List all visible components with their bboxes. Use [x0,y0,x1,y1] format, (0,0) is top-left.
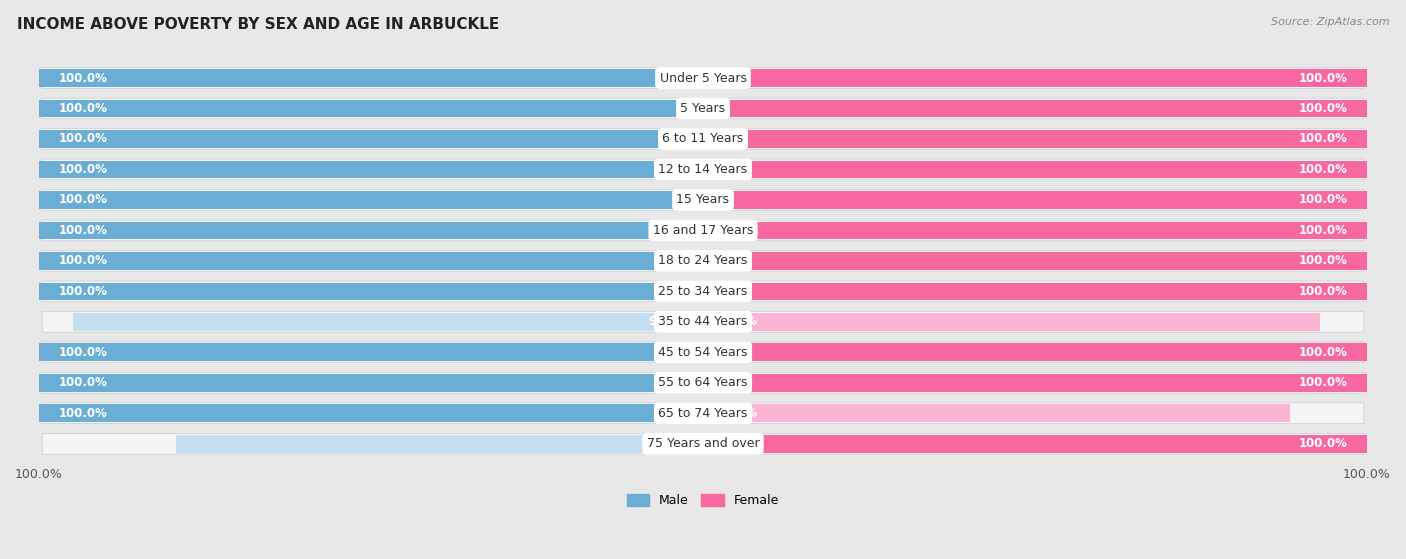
Text: 100.0%: 100.0% [59,132,108,145]
Text: 75 Years and over: 75 Years and over [647,437,759,450]
Text: 12 to 14 Years: 12 to 14 Years [658,163,748,176]
Bar [39,100,703,117]
Text: 100.0%: 100.0% [1298,254,1347,267]
Text: INCOME ABOVE POVERTY BY SEX AND AGE IN ARBUCKLE: INCOME ABOVE POVERTY BY SEX AND AGE IN A… [17,17,499,32]
Text: Source: ZipAtlas.com: Source: ZipAtlas.com [1271,17,1389,27]
Text: 94.8%: 94.8% [648,315,690,328]
Text: 100.0%: 100.0% [59,102,108,115]
FancyBboxPatch shape [42,68,1364,88]
Text: 100.0%: 100.0% [1298,437,1347,450]
FancyBboxPatch shape [42,190,1364,210]
FancyBboxPatch shape [42,403,1364,424]
Bar [703,313,1320,331]
Text: 100.0%: 100.0% [1298,193,1347,206]
FancyBboxPatch shape [42,220,1364,241]
Text: 100.0%: 100.0% [1298,132,1347,145]
Text: 65 to 74 Years: 65 to 74 Years [658,407,748,420]
Text: 100.0%: 100.0% [59,72,108,84]
Text: 92.9%: 92.9% [716,315,758,328]
Text: 35 to 44 Years: 35 to 44 Years [658,315,748,328]
Text: 100.0%: 100.0% [59,285,108,298]
Text: 15 Years: 15 Years [676,193,730,206]
Text: 6 to 11 Years: 6 to 11 Years [662,132,744,145]
Text: Under 5 Years: Under 5 Years [659,72,747,84]
Text: 88.4%: 88.4% [716,407,758,420]
Text: 100.0%: 100.0% [1298,224,1347,237]
Bar [703,191,1367,209]
Bar [39,191,703,209]
Bar [703,160,1367,178]
FancyBboxPatch shape [42,342,1364,363]
Bar [39,252,703,270]
Text: 18 to 24 Years: 18 to 24 Years [658,254,748,267]
Bar [703,100,1367,117]
Bar [703,221,1367,239]
Text: 100.0%: 100.0% [1298,346,1347,359]
Bar [39,404,703,422]
Text: 100.0%: 100.0% [59,163,108,176]
Bar [703,69,1367,87]
Bar [176,435,703,453]
Bar [73,313,703,331]
FancyBboxPatch shape [42,98,1364,119]
FancyBboxPatch shape [42,159,1364,180]
Text: 100.0%: 100.0% [59,254,108,267]
Text: 100.0%: 100.0% [1298,72,1347,84]
Bar [39,69,703,87]
Text: 100.0%: 100.0% [59,224,108,237]
Bar [39,221,703,239]
FancyBboxPatch shape [42,311,1364,332]
FancyBboxPatch shape [42,433,1364,454]
Bar [39,374,703,392]
Text: 100.0%: 100.0% [59,346,108,359]
Bar [39,130,703,148]
Text: 100.0%: 100.0% [1298,285,1347,298]
Bar [703,343,1367,361]
Bar [39,282,703,300]
Text: 100.0%: 100.0% [59,193,108,206]
Text: 25 to 34 Years: 25 to 34 Years [658,285,748,298]
Text: 100.0%: 100.0% [59,407,108,420]
Text: 79.4%: 79.4% [648,437,690,450]
FancyBboxPatch shape [42,129,1364,149]
Bar [703,435,1367,453]
FancyBboxPatch shape [42,250,1364,271]
FancyBboxPatch shape [42,372,1364,393]
Bar [703,374,1367,392]
Text: 16 and 17 Years: 16 and 17 Years [652,224,754,237]
Text: 55 to 64 Years: 55 to 64 Years [658,376,748,389]
Bar [39,343,703,361]
Text: 100.0%: 100.0% [59,376,108,389]
Bar [703,282,1367,300]
Bar [703,404,1291,422]
Bar [703,252,1367,270]
Text: 45 to 54 Years: 45 to 54 Years [658,346,748,359]
Legend: Male, Female: Male, Female [621,489,785,512]
Text: 100.0%: 100.0% [1298,102,1347,115]
Bar [703,130,1367,148]
Bar [39,160,703,178]
FancyBboxPatch shape [42,281,1364,302]
Text: 100.0%: 100.0% [1298,376,1347,389]
Text: 100.0%: 100.0% [1298,163,1347,176]
Text: 5 Years: 5 Years [681,102,725,115]
